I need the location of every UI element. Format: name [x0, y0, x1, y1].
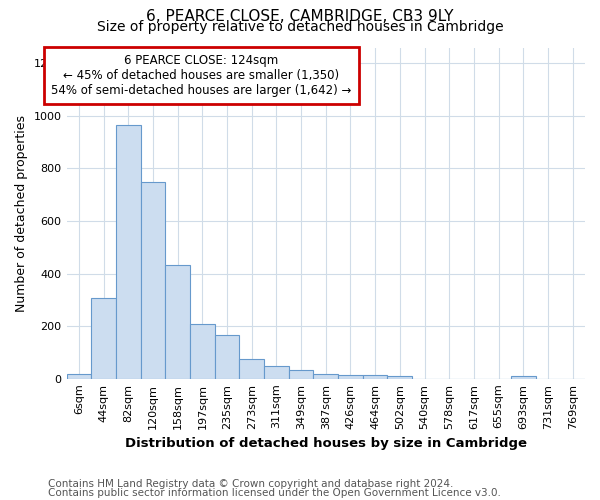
Bar — [116, 125, 140, 379]
Bar — [264, 366, 289, 379]
Bar — [388, 376, 412, 379]
Bar — [190, 324, 215, 379]
Text: Contains public sector information licensed under the Open Government Licence v3: Contains public sector information licen… — [48, 488, 501, 498]
Bar — [313, 374, 338, 379]
Text: 6 PEARCE CLOSE: 124sqm
← 45% of detached houses are smaller (1,350)
54% of semi-: 6 PEARCE CLOSE: 124sqm ← 45% of detached… — [51, 54, 352, 97]
Bar — [511, 376, 536, 379]
Bar — [338, 375, 363, 379]
Bar — [91, 298, 116, 379]
Text: Contains HM Land Registry data © Crown copyright and database right 2024.: Contains HM Land Registry data © Crown c… — [48, 479, 454, 489]
Bar — [289, 370, 313, 379]
Text: 6, PEARCE CLOSE, CAMBRIDGE, CB3 9LY: 6, PEARCE CLOSE, CAMBRIDGE, CB3 9LY — [146, 9, 454, 24]
Bar — [67, 374, 91, 379]
Bar — [363, 375, 388, 379]
Bar — [215, 336, 239, 379]
Bar — [239, 359, 264, 379]
Bar — [140, 182, 165, 379]
Y-axis label: Number of detached properties: Number of detached properties — [15, 114, 28, 312]
Text: Size of property relative to detached houses in Cambridge: Size of property relative to detached ho… — [97, 20, 503, 34]
Bar — [165, 265, 190, 379]
X-axis label: Distribution of detached houses by size in Cambridge: Distribution of detached houses by size … — [125, 437, 527, 450]
